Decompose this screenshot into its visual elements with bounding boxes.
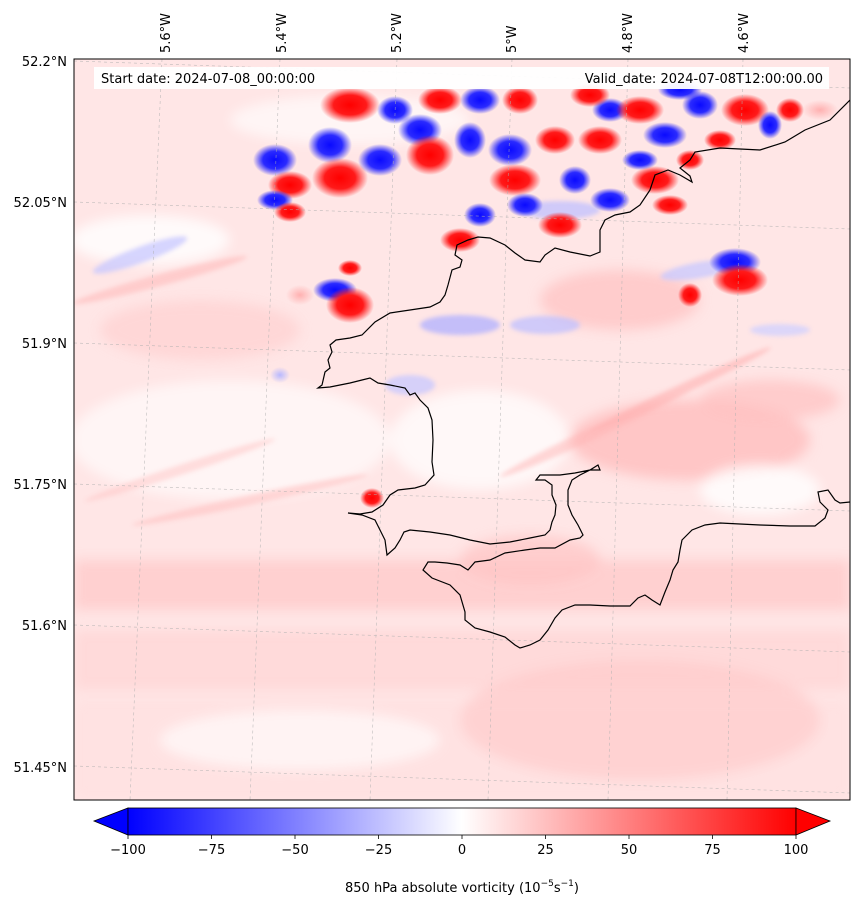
map-frame [73, 58, 851, 801]
start-date-text: Start date: 2024-07-08_00:00:00 [101, 72, 315, 87]
colorbar: −100 −75 −50 −25 0 25 50 75 100 850 hPa absolute… [92, 807, 832, 896]
colorbar-tick-label: −100 [110, 843, 146, 858]
colorbar-tick-label: 100 [784, 843, 809, 858]
lon-tick-label: 5.2°W [390, 13, 405, 53]
vorticity-cells [253, 80, 838, 508]
colorbar-tick-label: 25 [537, 843, 554, 858]
colorbar-tick-label: 50 [621, 843, 638, 858]
lat-tick-label: 52.2°N [22, 55, 67, 70]
lon-tick-label: 4.8°W [621, 13, 636, 53]
coastline [315, 99, 850, 649]
lat-tick-label: 51.9°N [22, 337, 67, 352]
graticule [74, 59, 850, 800]
latitude-labels: 52.2°N 52.05°N 51.9°N 51.75°N 51.6°N 51.… [14, 55, 67, 776]
colorbar-tick-label: 0 [458, 843, 466, 858]
colorbar-tick-label: 75 [704, 843, 721, 858]
colorbar-extend-low [92, 807, 129, 836]
colorbar-tick-label: −75 [198, 843, 225, 858]
longitude-labels: 5.6°W 5.4°W 5.2°W 5°W 4.8°W 4.6°W [159, 13, 752, 53]
valid-date-text: Valid_date: 2024-07-08T12:00:00.00 [585, 72, 823, 87]
colorbar-tick-label: −25 [365, 843, 392, 858]
colorbar-label: 850 hPa absolute vorticity (10−5s−1) [345, 879, 579, 896]
colorbar-bar [127, 807, 797, 836]
lat-tick-label: 51.75°N [14, 478, 67, 493]
lat-tick-label: 52.05°N [14, 196, 67, 211]
colorbar-extend-high [795, 807, 832, 836]
info-box: Start date: 2024-07-08_00:00:00 Valid_da… [94, 67, 829, 89]
lon-tick-label: 5.6°W [159, 13, 174, 53]
colorbar-ticks: −100 −75 −50 −25 0 25 50 75 100 [110, 835, 808, 858]
lat-tick-label: 51.6°N [22, 619, 67, 634]
lat-tick-label: 51.45°N [14, 761, 67, 776]
colorbar-tick-label: −50 [281, 843, 308, 858]
lon-tick-label: 5.4°W [275, 13, 290, 53]
lon-tick-label: 5°W [505, 25, 520, 53]
lon-tick-label: 4.6°W [737, 13, 752, 53]
vorticity-field [74, 59, 850, 800]
